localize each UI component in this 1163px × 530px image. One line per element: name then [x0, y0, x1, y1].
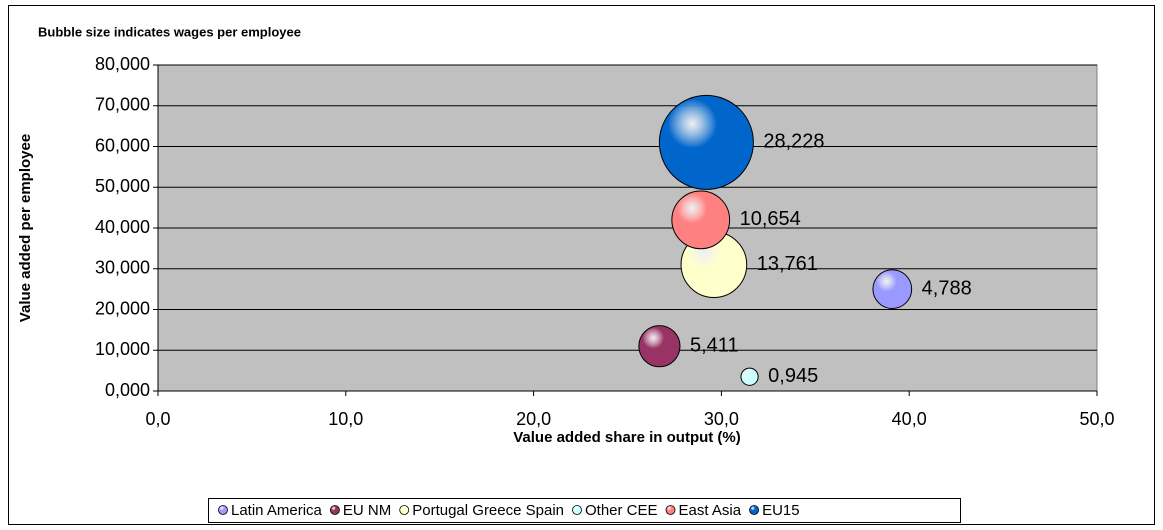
y-tick-label: 70,000: [95, 95, 150, 115]
legend-marker: [749, 505, 759, 515]
bubble: [872, 269, 913, 309]
legend-marker: [399, 505, 410, 515]
y-tick-label: 0,000: [105, 380, 150, 400]
legend-marker: [218, 505, 228, 515]
y-tick-label: 10,000: [95, 339, 150, 359]
data-label: 4,788: [922, 277, 972, 299]
legend-marker: [329, 505, 340, 515]
x-tick-label: 30,0: [704, 409, 739, 429]
bubble: [740, 367, 759, 386]
legend-marker: [572, 505, 582, 515]
x-tick-label: 50,0: [1079, 409, 1114, 429]
legend-marker: [665, 505, 676, 515]
y-tick-label: 80,000: [95, 54, 150, 74]
y-tick-label: 40,000: [95, 217, 150, 237]
legend-label: Latin America: [231, 502, 323, 519]
legend-label: EU NM: [343, 502, 391, 519]
x-tick-label: 40,0: [892, 409, 927, 429]
x-tick-label: 0,0: [145, 409, 170, 429]
chart-title: Bubble size indicates wages per employee: [38, 24, 301, 39]
x-tick-label: 10,0: [328, 409, 363, 429]
x-tick-label: 20,0: [516, 409, 551, 429]
y-tick-label: 50,000: [95, 176, 150, 196]
bubble: [658, 94, 754, 190]
data-label: 0,945: [768, 365, 818, 387]
legend-label: East Asia: [679, 502, 742, 519]
legend-label: EU15: [762, 502, 800, 519]
bubble: [638, 325, 681, 368]
data-label: 10,654: [740, 208, 801, 230]
x-axis-label: Value added share in output (%): [513, 429, 741, 446]
y-tick-label: 30,000: [95, 258, 150, 278]
y-tick-label: 20,000: [95, 298, 150, 318]
y-tick-label: 60,000: [95, 135, 150, 155]
legend-label: Portugal Greece Spain: [412, 502, 564, 519]
y-axis-label: Value added per employee: [17, 134, 34, 322]
data-label: 13,761: [757, 253, 818, 275]
bubble: [671, 190, 731, 250]
legend-label: Other CEE: [585, 502, 658, 519]
data-label: 5,411: [690, 334, 739, 356]
data-label: 28,228: [763, 131, 824, 153]
